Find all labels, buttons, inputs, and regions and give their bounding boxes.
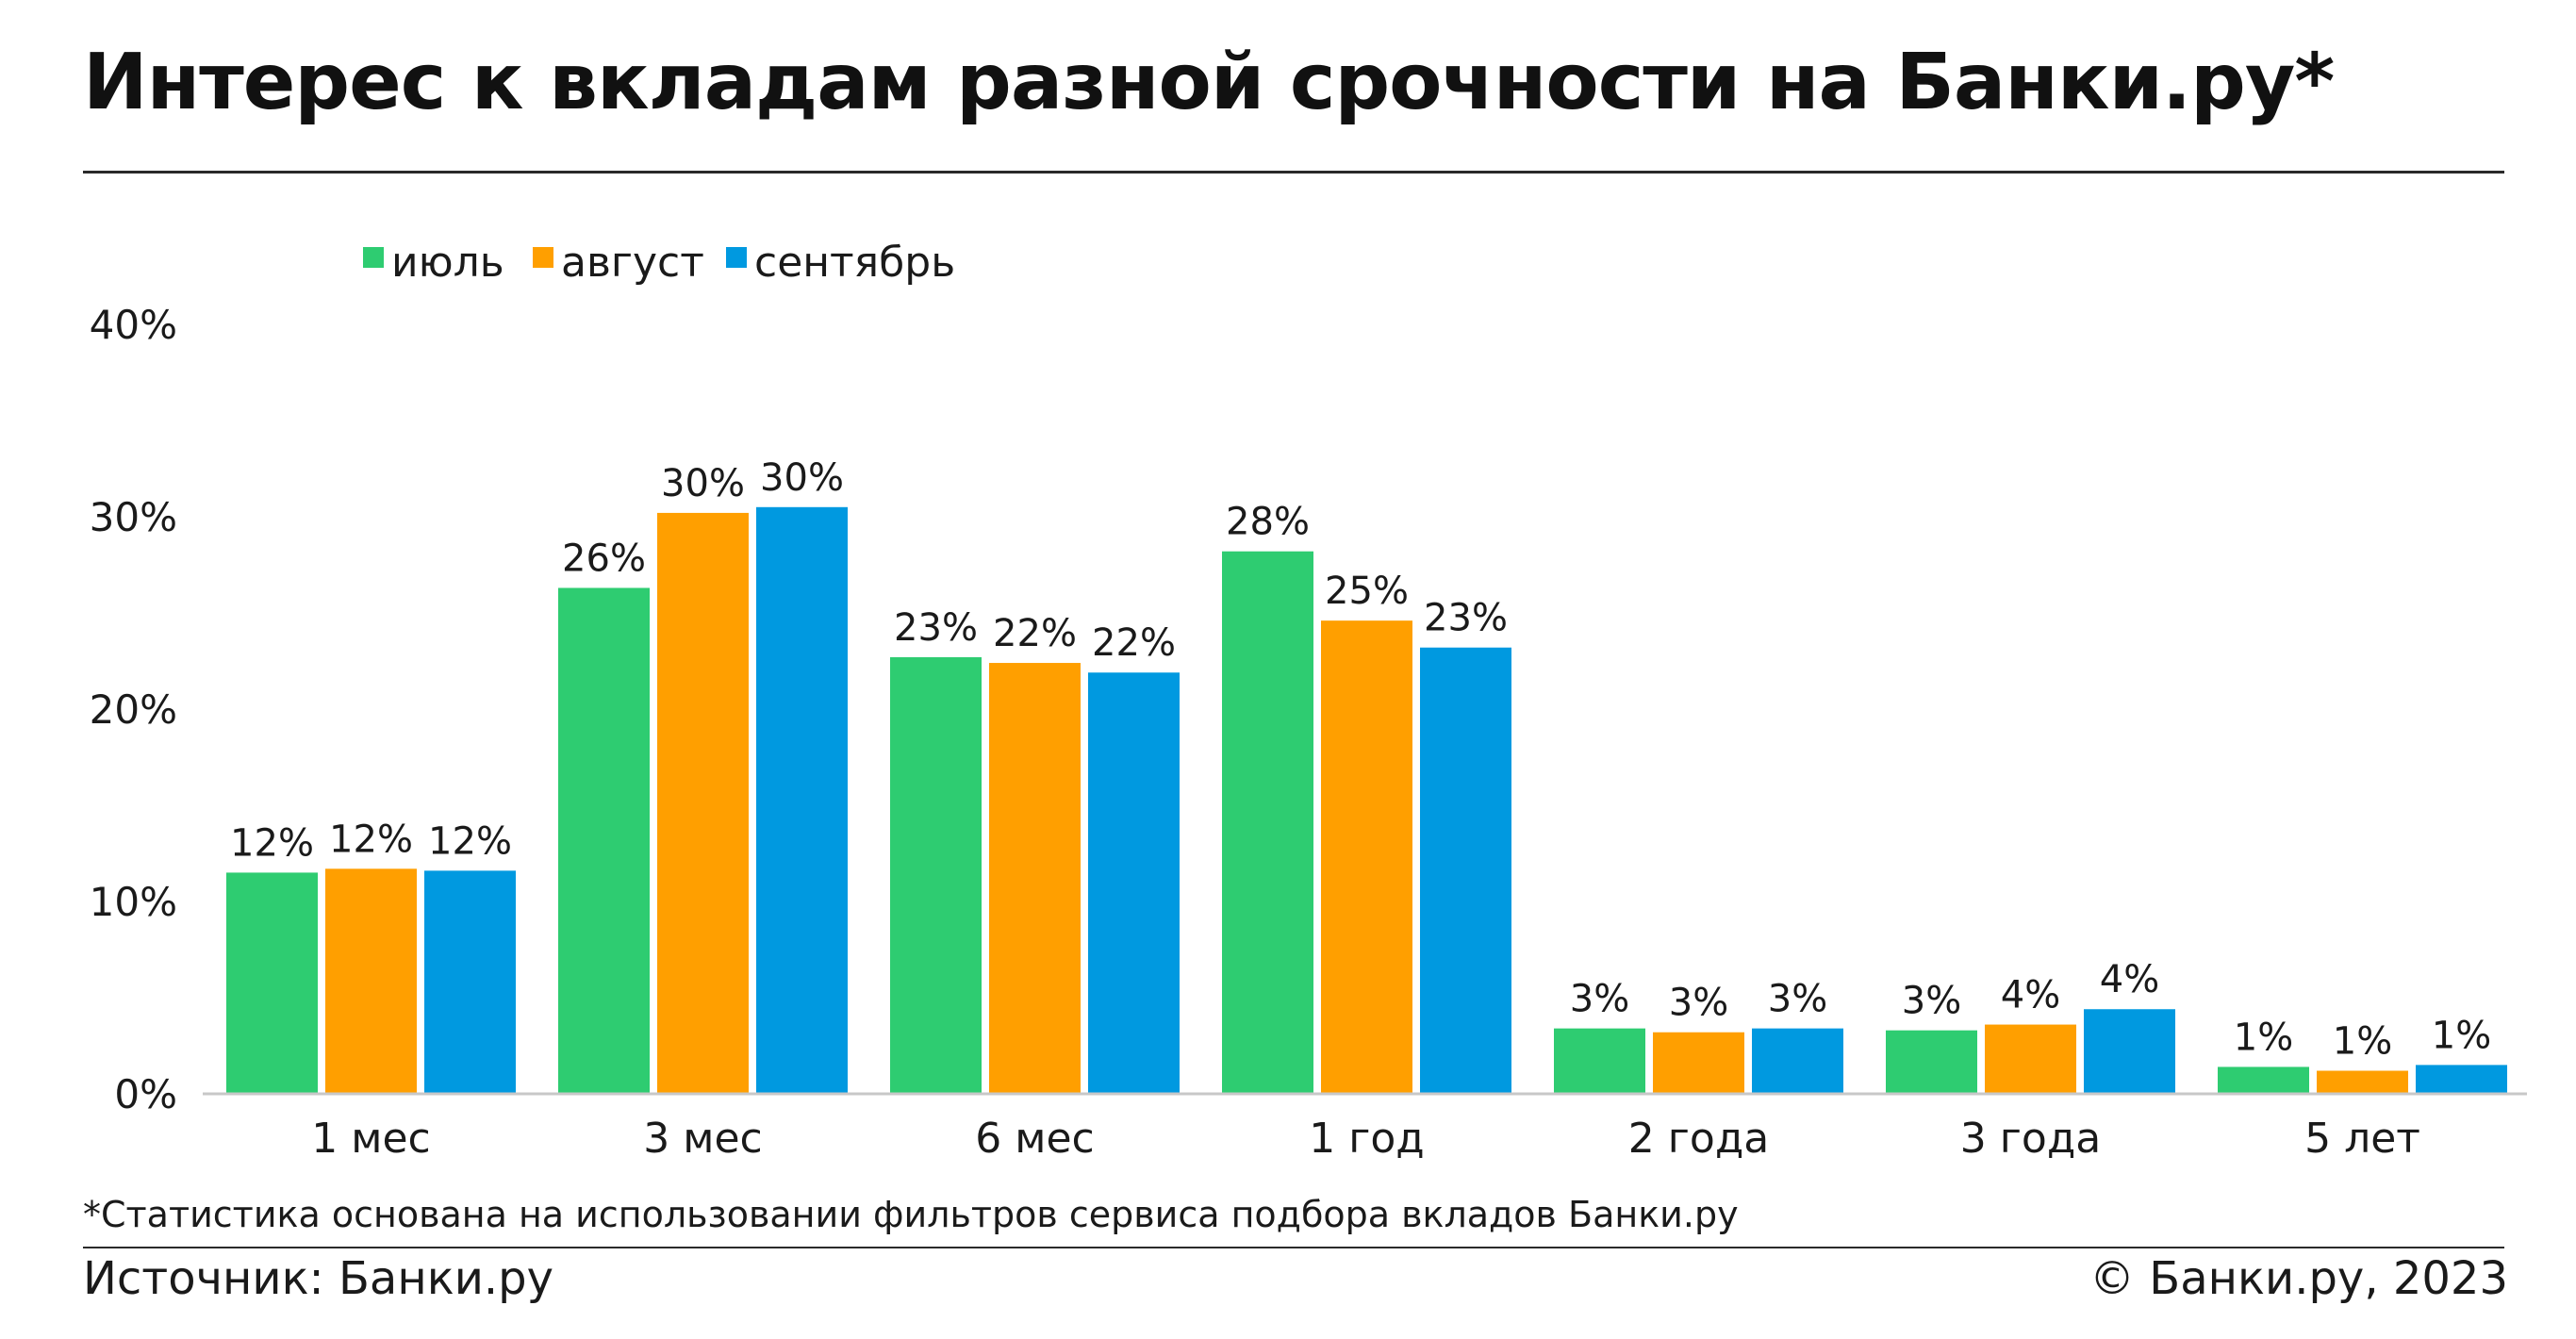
value-label-2-2: 22% (1092, 621, 1176, 665)
value-label-3-0: 28% (1226, 501, 1310, 544)
value-label-6-0: 1% (2234, 1016, 2293, 1059)
value-label-6-2: 1% (2432, 1014, 2491, 1057)
bar-0-0 (226, 872, 318, 1094)
x-tick-label-4: 2 года (1628, 1115, 1769, 1163)
legend-label-1: август (561, 239, 704, 287)
bar-1-0 (558, 587, 650, 1094)
bar-4-0 (1554, 1028, 1645, 1094)
x-tick-label-1: 3 мес (643, 1115, 762, 1163)
bar-3-2 (1420, 647, 1511, 1094)
bar-chart: июль август сентябрь 0%10%20%30%40% 12% 12%… (90, 239, 2527, 1163)
bar-0-2 (424, 870, 516, 1094)
x-axis: 1 мес 3 мес 6 мес 1 год 2 года 3 года 5 лет (203, 1092, 2527, 1163)
y-tick-label-1: 10% (90, 879, 177, 925)
value-label-5-2: 4% (2100, 958, 2159, 1001)
legend-label-2: сентябрь (754, 239, 955, 287)
bar-2-2 (1088, 672, 1180, 1094)
x-tick-label-3: 1 год (1309, 1115, 1424, 1163)
bar-3-1 (1321, 620, 1412, 1094)
value-label-0-2: 12% (428, 819, 512, 863)
value-label-4-2: 3% (1768, 978, 1827, 1021)
value-label-1-2: 30% (760, 456, 844, 500)
value-label-1-0: 26% (562, 537, 646, 580)
y-axis: 0% 10% 20% 30% 40% (90, 302, 177, 1117)
value-label-3-2: 23% (1424, 597, 1508, 640)
x-tick-label-5: 3 года (1960, 1115, 2101, 1163)
bar-6-2 (2416, 1065, 2507, 1094)
y-tick-label-4: 40% (90, 302, 177, 348)
y-tick-label-2: 20% (90, 686, 177, 733)
bar-1-1 (657, 512, 749, 1094)
chart-legend: июль август сентябрь (363, 239, 955, 287)
value-label-3-1: 25% (1325, 570, 1409, 613)
legend-swatch-2 (726, 247, 747, 268)
value-label-4-0: 3% (1570, 978, 1629, 1021)
value-label-4-1: 3% (1669, 982, 1728, 1025)
value-label-0-0: 12% (230, 821, 314, 865)
value-label-2-1: 22% (993, 612, 1077, 655)
x-tick-label-6: 5 лет (2304, 1115, 2420, 1163)
legend-swatch-0 (363, 247, 384, 268)
bar-4-1 (1653, 1032, 1744, 1094)
bar-4-2 (1752, 1028, 1843, 1094)
bar-1-2 (756, 506, 848, 1094)
bar-5-1 (1985, 1024, 2076, 1094)
bars-group (226, 506, 2507, 1094)
bar-5-0 (1886, 1030, 1977, 1094)
value-labels-group: 12% 12% 12% 26% 30% 30% 23% 22% 22% 28% 25% 23% 3% 3%… (230, 456, 2491, 1064)
bar-3-0 (1222, 551, 1313, 1094)
footnote: *Статистика основана на использовании фи… (83, 1194, 1739, 1235)
bar-6-0 (2218, 1066, 2309, 1094)
value-label-1-1: 30% (661, 462, 745, 505)
bar-2-0 (890, 656, 982, 1094)
value-label-5-0: 3% (1902, 980, 1961, 1023)
value-label-6-1: 1% (2333, 1020, 2392, 1064)
title-divider (83, 171, 2504, 174)
bar-0-1 (325, 868, 417, 1094)
value-label-2-0: 23% (894, 606, 978, 650)
x-tick-label-2: 6 мес (975, 1115, 1094, 1163)
value-label-0-1: 12% (329, 818, 413, 861)
y-tick-label-0: 0% (114, 1071, 177, 1117)
legend-swatch-1 (533, 247, 553, 268)
bar-6-1 (2317, 1070, 2408, 1094)
bar-5-2 (2084, 1009, 2175, 1094)
x-tick-label-0: 1 мес (311, 1115, 430, 1163)
chart-title: Интерес к вкладам разной срочности на Ба… (83, 38, 2335, 127)
value-label-5-1: 4% (2001, 974, 2060, 1017)
copyright-label: © Банки.ру, 2023 (2089, 1252, 2508, 1305)
y-tick-label-3: 30% (90, 494, 177, 540)
source-label: Источник: Банки.ру (83, 1252, 554, 1305)
footer-divider (83, 1247, 2504, 1248)
bar-2-1 (989, 663, 1081, 1094)
legend-label-0: июль (391, 239, 504, 287)
